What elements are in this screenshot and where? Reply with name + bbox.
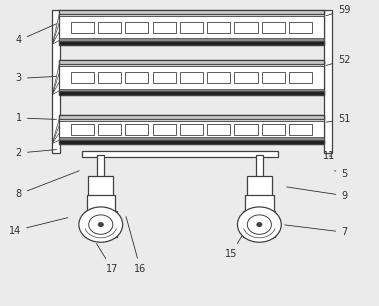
Bar	[245, 195, 274, 213]
Text: 8: 8	[16, 171, 79, 199]
Bar	[98, 21, 121, 33]
Bar	[98, 72, 121, 84]
Text: 15: 15	[225, 235, 243, 259]
Bar	[234, 124, 257, 135]
Bar	[262, 124, 285, 135]
Bar	[59, 39, 324, 41]
Bar	[59, 14, 324, 16]
Bar	[247, 176, 272, 196]
Bar	[152, 72, 176, 84]
Bar	[71, 72, 94, 84]
Bar	[180, 72, 203, 84]
Bar	[289, 72, 312, 84]
Bar	[262, 21, 285, 33]
Text: 7: 7	[285, 225, 348, 237]
Circle shape	[98, 222, 103, 227]
Bar	[71, 124, 94, 135]
Bar	[243, 211, 276, 237]
Bar	[262, 72, 285, 84]
Circle shape	[257, 222, 262, 227]
Bar	[256, 155, 263, 177]
Circle shape	[247, 215, 271, 234]
Bar	[59, 91, 324, 95]
Text: 17: 17	[97, 244, 118, 274]
Text: 9: 9	[287, 187, 348, 201]
Text: 3: 3	[16, 73, 56, 83]
Bar	[59, 140, 324, 144]
Bar	[324, 10, 332, 153]
Bar	[207, 21, 230, 33]
Circle shape	[89, 215, 113, 234]
Text: 52: 52	[326, 55, 351, 65]
Circle shape	[79, 207, 123, 242]
Bar	[152, 124, 176, 135]
Text: 11: 11	[323, 151, 335, 161]
Bar	[59, 60, 324, 95]
Text: 51: 51	[326, 114, 351, 125]
Text: 1: 1	[16, 113, 56, 123]
Bar	[98, 124, 121, 135]
Bar	[59, 119, 324, 121]
Bar	[59, 60, 324, 64]
Bar	[82, 151, 278, 157]
Bar	[86, 195, 115, 213]
Text: 4: 4	[16, 24, 57, 45]
Bar	[59, 89, 324, 91]
Bar	[59, 115, 324, 144]
Text: 59: 59	[326, 5, 351, 16]
Bar	[234, 21, 257, 33]
Bar	[207, 124, 230, 135]
Text: 2: 2	[16, 148, 56, 158]
Bar	[71, 21, 94, 33]
Bar	[180, 21, 203, 33]
Bar	[59, 137, 324, 140]
Bar	[52, 10, 60, 153]
Bar	[180, 124, 203, 135]
Bar	[125, 72, 149, 84]
Bar	[59, 41, 324, 45]
Bar	[59, 10, 324, 14]
Bar	[59, 115, 324, 119]
Text: 16: 16	[126, 217, 147, 274]
Circle shape	[238, 207, 281, 242]
Bar	[207, 72, 230, 84]
Text: 5: 5	[335, 169, 348, 179]
Bar	[289, 21, 312, 33]
Bar	[152, 21, 176, 33]
Text: 14: 14	[9, 218, 68, 236]
Bar	[88, 176, 113, 196]
Bar	[85, 211, 117, 237]
Bar	[125, 21, 149, 33]
Bar	[97, 155, 104, 177]
Bar	[59, 10, 324, 45]
Bar	[125, 124, 149, 135]
Bar	[234, 72, 257, 84]
Bar	[289, 124, 312, 135]
Bar	[59, 64, 324, 66]
